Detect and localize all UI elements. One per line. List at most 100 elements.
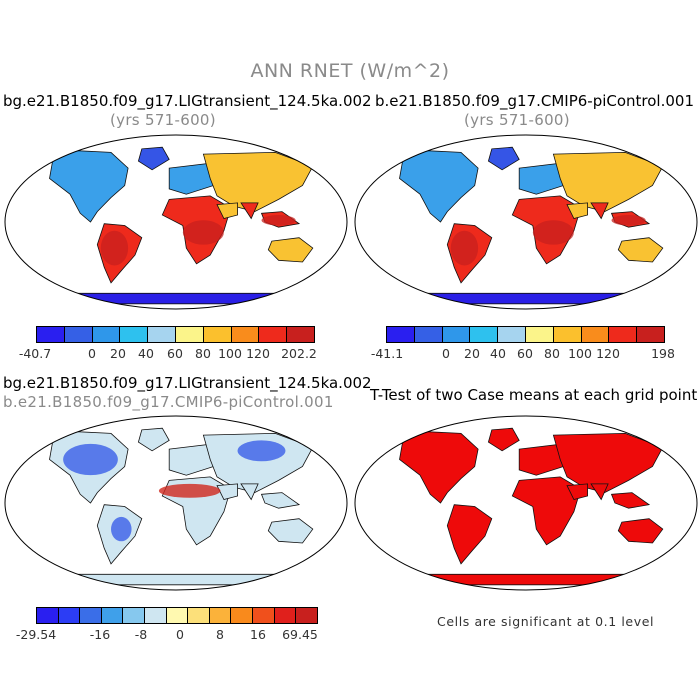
- colorbar-tick-label: 40: [490, 346, 506, 361]
- colorbar-tick-label: 69.45: [282, 627, 318, 642]
- colorbar-swatch: [101, 608, 124, 623]
- colorbar-swatch: [296, 608, 317, 623]
- anomaly-region: [111, 516, 132, 542]
- colorbar-tick-label: -40.7: [18, 346, 52, 361]
- colorbar-tick-label: 198: [651, 346, 675, 361]
- map-border: [4, 134, 348, 310]
- landmass-africa: [511, 476, 582, 546]
- landmass-india: [240, 483, 259, 501]
- landmass-namerica: [49, 150, 129, 223]
- colorbar-tick-label: -41.1: [370, 346, 404, 361]
- colorbar-swatch: [259, 327, 288, 342]
- colorbar-tick-label: 60: [517, 346, 533, 361]
- landmass-namerica: [399, 431, 479, 504]
- figure-title: ANN RNET (W/m^2): [250, 60, 450, 82]
- colorbar-swatch: [387, 327, 415, 342]
- colorbar-swatch: [92, 327, 121, 342]
- colorbar-swatch: [203, 327, 232, 342]
- landmass-india: [590, 483, 609, 501]
- colorbar-tick-label: -29.54: [15, 627, 57, 642]
- colorbar-swatch: [64, 327, 93, 342]
- high-rnet-region: [100, 230, 129, 266]
- anomaly-region: [158, 483, 221, 498]
- colorbar-swatch: [58, 608, 81, 623]
- landmass-arabia: [566, 202, 588, 219]
- colorbar-tick-label: 80: [544, 346, 560, 361]
- anomaly-region: [237, 440, 286, 462]
- map-border: [354, 134, 698, 310]
- colorbar-tick-label: 120: [596, 346, 620, 361]
- colorbar-swatch: [525, 327, 554, 342]
- landmass-greenland: [487, 146, 520, 171]
- colorbar-tick-label: 16: [250, 627, 266, 642]
- colorbar-swatch: [414, 327, 443, 342]
- high-rnet-region: [611, 215, 646, 226]
- colorbar-tick-label: 0: [176, 627, 184, 642]
- colorbar-swatch: [145, 608, 167, 623]
- colorbar-swatch: [470, 327, 499, 342]
- colorbar-tick-label: 202.2: [281, 346, 317, 361]
- colorbar-swatch: [188, 608, 210, 623]
- landmass-greenland: [487, 427, 520, 452]
- landmass-australia: [617, 518, 664, 544]
- colorbar-swatch: [637, 327, 664, 342]
- significance-note: Cells are significant at 0.1 level: [437, 614, 655, 629]
- colorbar-pictrl: [386, 326, 665, 343]
- high-rnet-region: [182, 220, 224, 245]
- landmass-seasia: [260, 492, 301, 509]
- colorbar-swatch: [148, 327, 176, 342]
- colorbar-lig: [36, 326, 315, 343]
- colorbar-swatch: [231, 327, 260, 342]
- panel-diff-title: bg.e21.B1850.f09_g17.LIGtransient_124.5k…: [3, 374, 372, 392]
- colorbar-tick-label: 0: [88, 346, 96, 361]
- colorbar-swatch: [274, 608, 297, 623]
- colorbar-tick-label: 80: [195, 346, 211, 361]
- landmass-antarctica: [405, 573, 647, 586]
- colorbar-swatch: [609, 327, 638, 342]
- map-border: [4, 415, 348, 591]
- landmass-india: [590, 202, 609, 220]
- landmass-arabia: [216, 202, 239, 219]
- panel-lig-title: bg.e21.B1850.f09_g17.LIGtransient_124.5k…: [3, 92, 372, 110]
- landmass-seasia: [610, 492, 651, 509]
- colorbar-swatch: [231, 608, 254, 623]
- landmass-greenland: [137, 146, 170, 171]
- colorbar-tick-label: 60: [167, 346, 183, 361]
- colorbar-swatch: [209, 608, 232, 623]
- colorbar-tick-label: 20: [110, 346, 126, 361]
- panel-pictrl-subtitle: (yrs 571-600): [464, 111, 570, 129]
- landmass-arabia: [566, 483, 588, 500]
- colorbar-tick-label: 100: [568, 346, 592, 361]
- anomaly-region: [63, 443, 118, 476]
- colorbar-tick-label: 120: [246, 346, 270, 361]
- colorbar-swatch: [498, 327, 526, 342]
- colorbar-swatch: [37, 327, 65, 342]
- landmass-greenland: [137, 427, 170, 452]
- colorbar-swatch: [553, 327, 582, 342]
- colorbar-swatch: [80, 608, 102, 623]
- high-rnet-region: [450, 230, 479, 266]
- colorbar-tick-label: 100: [218, 346, 242, 361]
- landmass-samerica: [446, 504, 493, 565]
- landmass-australia: [267, 518, 314, 544]
- colorbar-tick-label: 8: [216, 627, 224, 642]
- high-rnet-region: [261, 215, 296, 226]
- landmass-arabia: [216, 483, 239, 500]
- colorbar-swatch: [120, 327, 149, 342]
- colorbar-tick-label: -16: [89, 627, 111, 642]
- colorbar-tick-label: -8: [134, 627, 148, 642]
- panel-lig-subtitle: (yrs 571-600): [110, 111, 216, 129]
- colorbar-tick-label: 40: [138, 346, 154, 361]
- colorbar-swatch: [581, 327, 610, 342]
- colorbar-swatch: [253, 608, 275, 623]
- colorbar-swatch: [442, 327, 471, 342]
- colorbar-tick-label: 20: [464, 346, 480, 361]
- panel-pictrl-title: b.e21.B1850.f09_g17.CMIP6-piControl.001: [375, 92, 694, 110]
- colorbar-tick-label: 0: [442, 346, 450, 361]
- panel-diff-subtitle: b.e21.B1850.f09_g17.CMIP6-piControl.001: [3, 393, 334, 411]
- landmass-india: [240, 202, 259, 220]
